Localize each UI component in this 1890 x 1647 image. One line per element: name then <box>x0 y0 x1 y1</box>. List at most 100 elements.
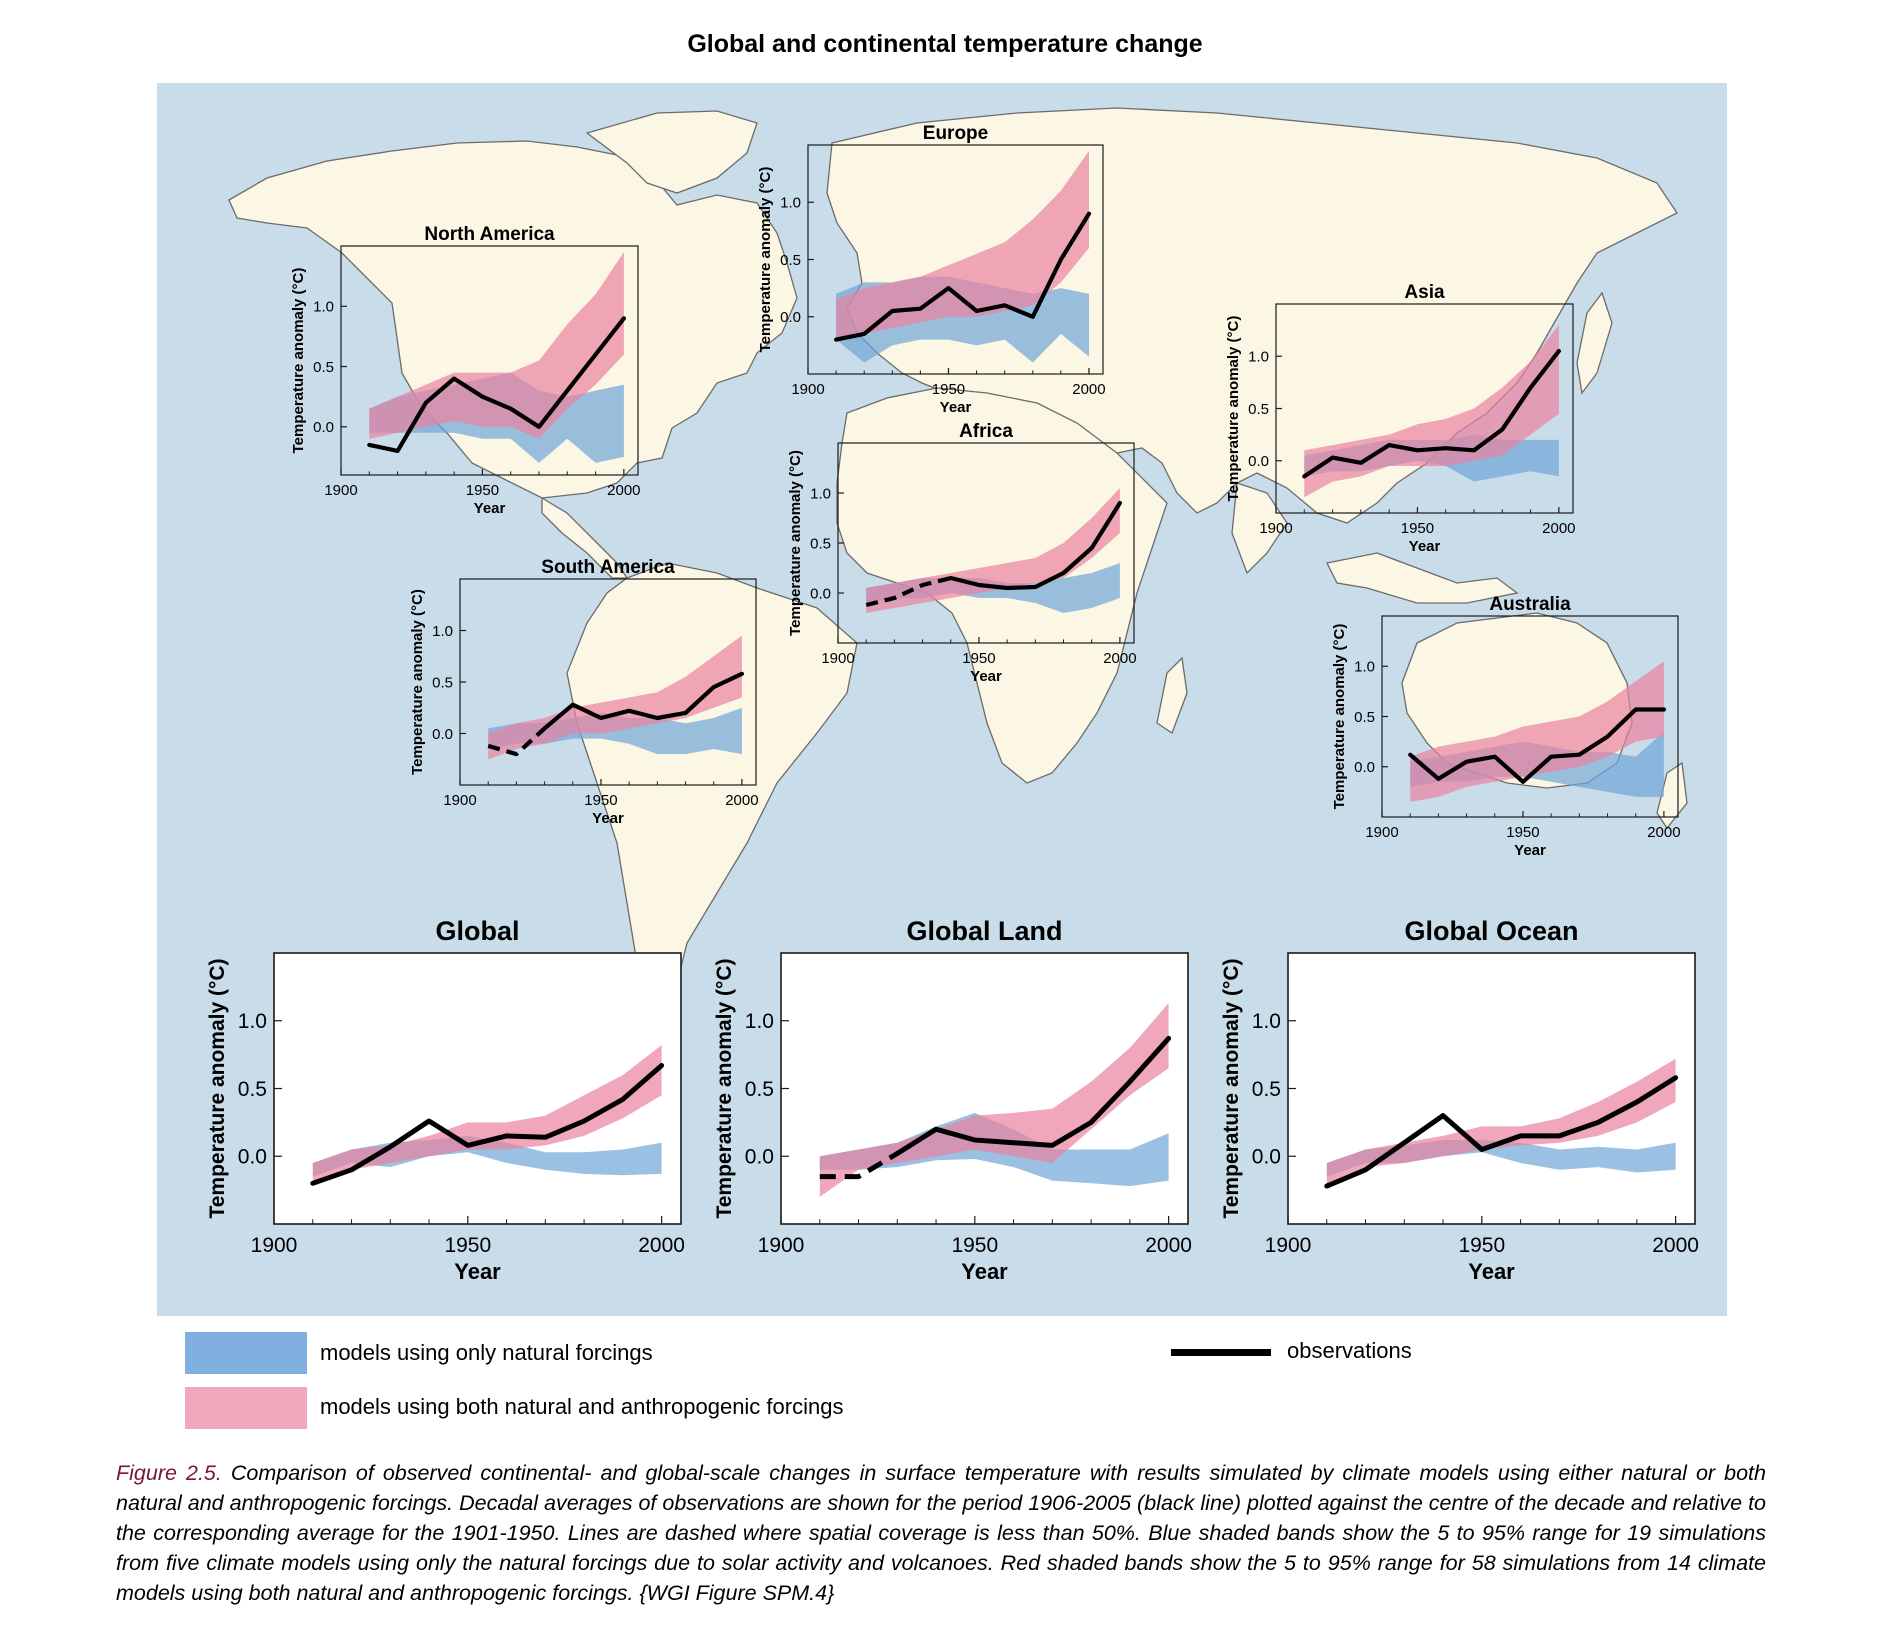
y-axis-label: Temperature anomaly (°C) <box>757 167 774 353</box>
chart-title: South America <box>541 557 675 578</box>
y-tick-label: 0.0 <box>1354 759 1375 776</box>
japan-landmass <box>1576 291 1613 395</box>
greenland-landmass <box>585 110 758 194</box>
y-tick-label: 0.5 <box>1354 709 1375 726</box>
y-tick-label: 0.5 <box>313 359 334 376</box>
x-tick-label: 1950 <box>1458 1234 1505 1257</box>
observations-line <box>1302 348 1562 479</box>
legend-anthro-swatch <box>185 1387 307 1429</box>
y-axis-label: Temperature anomaly (°C) <box>1220 958 1243 1218</box>
x-axis-label: Year <box>940 399 972 416</box>
chart-title: Australia <box>1489 594 1571 615</box>
chart-australia: 1900 1950 2000 0.0 0.5 1.0 Australia Year Temper… <box>1331 594 1681 859</box>
chart-global-land: 1900 1950 2000 0.0 0.5 1.0 Global Land Year Temp… <box>713 916 1192 1284</box>
x-axis-label: Year <box>1514 842 1546 859</box>
madagascar-landmass <box>1156 656 1188 734</box>
chart-north-america: 1900 1950 2000 0.0 0.5 1.0 North America Year Te… <box>290 224 641 517</box>
y-tick-label: 0.0 <box>238 1146 267 1169</box>
y-tick-label: 0.0 <box>745 1146 774 1169</box>
y-tick-label: 0.0 <box>313 419 334 436</box>
chart-title: Global Land <box>906 916 1062 946</box>
indonesia-landmass <box>1326 552 1519 604</box>
x-tick-label: 2000 <box>1072 381 1105 398</box>
observations-line <box>894 1035 1172 1156</box>
chart-europe: 1900 1950 2000 0.0 0.5 1.0 Europe Year Temperatu… <box>757 123 1106 416</box>
y-tick-label: 0.5 <box>1252 1078 1281 1101</box>
observations-line <box>367 316 626 453</box>
figure-title: Global and continental temperature chang… <box>687 30 1203 58</box>
legend-anthro-label: models using both natural and anthropoge… <box>320 1394 844 1419</box>
y-axis-label: Temperature anomaly (°C) <box>290 268 307 454</box>
central-america-landmass <box>541 496 629 579</box>
anthro-forcing-band <box>369 252 624 439</box>
figure-caption: Figure 2.5. Comparison of observed conti… <box>116 1458 1766 1608</box>
y-tick-label: 1.0 <box>238 1010 267 1033</box>
chart-global-ocean: 1900 1950 2000 0.0 0.5 1.0 Global Ocean Year Tem… <box>1220 916 1699 1284</box>
y-axis-label: Temperature anomaly (°C) <box>1331 624 1348 810</box>
x-tick-label: 2000 <box>1647 824 1680 841</box>
x-tick-label: 1900 <box>443 792 476 809</box>
y-tick-label: 0.0 <box>432 726 453 743</box>
y-axis-label: Temperature anomaly (°C) <box>787 450 804 636</box>
x-axis-label: Year <box>1409 538 1441 555</box>
observations-line <box>948 500 1123 591</box>
chart-africa: 1900 1950 2000 0.0 0.5 1.0 Africa Year Temperatu… <box>787 421 1137 685</box>
x-axis-label: Year <box>970 668 1002 685</box>
x-tick-label: 1900 <box>1365 824 1398 841</box>
observations-line <box>1408 707 1667 784</box>
y-tick-label: 1.0 <box>313 299 334 316</box>
x-axis-label: Year <box>592 810 624 827</box>
x-tick-label: 2000 <box>1652 1234 1699 1257</box>
y-tick-label: 1.0 <box>745 1010 774 1033</box>
x-tick-label: 1950 <box>962 650 995 667</box>
chart-global: 1900 1950 2000 0.0 0.5 1.0 Global Year Temperatu… <box>206 916 685 1284</box>
y-tick-label: 1.0 <box>1248 349 1269 366</box>
x-tick-label: 1900 <box>791 381 824 398</box>
y-tick-label: 0.5 <box>432 674 453 691</box>
y-tick-label: 1.0 <box>1354 659 1375 676</box>
x-tick-label: 2000 <box>1145 1234 1192 1257</box>
observations-line-dashed <box>487 726 547 757</box>
x-tick-label: 2000 <box>725 792 758 809</box>
y-tick-label: 0.5 <box>745 1078 774 1101</box>
caption-label: Figure 2.5. <box>116 1461 222 1485</box>
y-tick-label: 1.0 <box>1252 1010 1281 1033</box>
y-axis-label: Temperature anomaly (°C) <box>1225 316 1242 502</box>
chart-title: Global <box>435 916 519 946</box>
x-tick-label: 1950 <box>584 792 617 809</box>
north-america-landmass <box>228 140 798 499</box>
y-tick-label: 1.0 <box>432 623 453 640</box>
chart-title: North America <box>424 224 555 245</box>
x-tick-label: 2000 <box>638 1234 685 1257</box>
x-tick-label: 2000 <box>1542 520 1575 537</box>
observations-line-dashed <box>865 575 952 608</box>
x-tick-label: 1950 <box>444 1234 491 1257</box>
y-tick-label: 0.0 <box>1252 1146 1281 1169</box>
legend-natural-swatch <box>185 1332 307 1374</box>
observations-line <box>542 671 745 731</box>
x-tick-label: 1900 <box>758 1234 805 1257</box>
y-axis-label: Temperature anomaly (°C) <box>206 958 229 1218</box>
x-tick-label: 1950 <box>932 381 965 398</box>
x-axis-label: Year <box>1468 1259 1515 1284</box>
anthro-forcing-band <box>312 1045 662 1184</box>
y-tick-label: 0.5 <box>780 252 801 269</box>
observations-line-dashed <box>819 1151 899 1180</box>
observations-line <box>310 1063 665 1186</box>
x-tick-label: 1950 <box>951 1234 998 1257</box>
y-tick-label: 0.5 <box>238 1078 267 1101</box>
x-axis-label: Year <box>961 1259 1008 1284</box>
y-axis-label: Temperature anomaly (°C) <box>713 958 736 1218</box>
x-tick-label: 1900 <box>324 482 357 499</box>
y-tick-label: 1.0 <box>780 195 801 212</box>
world-map-panel: 1900 1950 2000 0.0 0.5 1.0 North America Year Te… <box>157 83 1727 1316</box>
anthro-forcing-band <box>1304 324 1559 498</box>
anthro-forcing-band <box>488 635 742 760</box>
y-tick-label: 0.0 <box>1248 453 1269 470</box>
y-tick-label: 1.0 <box>810 485 831 502</box>
x-tick-label: 2000 <box>1103 650 1136 667</box>
chart-title: Global Ocean <box>1404 916 1578 946</box>
legend-natural-label: models using only natural forcings <box>320 1340 653 1365</box>
y-tick-label: 0.5 <box>810 535 831 552</box>
x-tick-label: 1900 <box>1259 520 1292 537</box>
